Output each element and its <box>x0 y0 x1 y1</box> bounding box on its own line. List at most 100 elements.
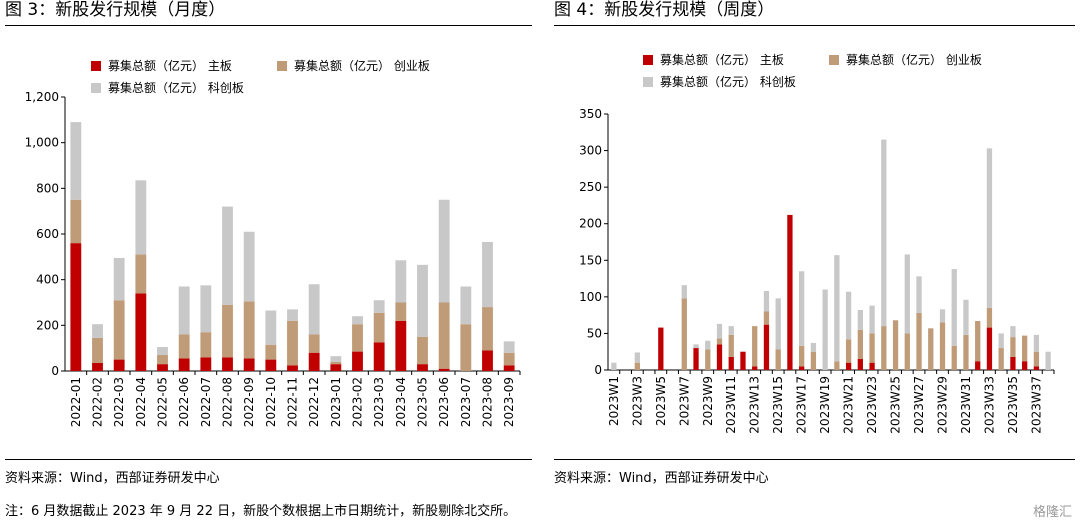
x-tick-label: 2022-09 <box>242 377 256 427</box>
x-tick-label: 2023W5 <box>654 376 668 426</box>
bar-segment <box>716 344 723 370</box>
bar-segment <box>857 359 863 370</box>
bar-segment <box>857 329 863 360</box>
legend-label: 募集总额（亿元） 主板 <box>660 52 784 67</box>
x-tick-label: 2023W19 <box>818 376 832 434</box>
bar-segment <box>963 299 969 335</box>
bar-segment <box>265 359 277 371</box>
bar-segment <box>916 276 922 313</box>
bar-segment <box>799 366 805 370</box>
bar-segment <box>681 298 687 370</box>
bar-segment <box>287 320 298 366</box>
x-tick-label: 2023-03 <box>372 377 386 427</box>
bar-segment <box>395 260 407 303</box>
bar-segment <box>939 322 946 370</box>
bar-segment <box>417 264 428 337</box>
x-tick-label: 2023W27 <box>912 376 926 434</box>
bar-segment <box>904 333 910 370</box>
bar-segment <box>373 300 385 313</box>
bar-segment <box>113 257 125 301</box>
bar-segment <box>881 139 887 327</box>
left-source: 资料来源：Wind，西部证券研发中心 <box>5 471 220 486</box>
bar-segment <box>834 255 840 362</box>
x-tick-label: 2022-11 <box>286 377 300 427</box>
bar-segment <box>705 340 711 350</box>
bar-segment <box>799 271 805 346</box>
x-tick-label: 2023W11 <box>724 376 738 434</box>
bar-segment <box>740 351 746 370</box>
bar-segment <box>178 286 190 335</box>
x-tick-label: 2022-01 <box>69 377 83 427</box>
bar-segment <box>845 339 852 363</box>
x-tick-label: 2023W35 <box>1006 376 1020 434</box>
bar-segment <box>881 326 887 370</box>
x-tick-label: 2023W17 <box>795 376 809 434</box>
bar-segment <box>70 199 82 244</box>
footnote: 注：6 月数据截止 2023 年 9 月 22 日，新股个数根据上市日期统计，新… <box>5 504 517 519</box>
bar-segment <box>1022 335 1028 362</box>
bar-segment <box>135 254 147 294</box>
x-tick-label: 2023W3 <box>630 376 644 426</box>
bar-segment <box>503 365 515 371</box>
bar-segment <box>135 293 147 371</box>
bar-segment <box>1033 351 1040 367</box>
bar-segment <box>752 366 758 370</box>
bar-segment <box>892 320 899 370</box>
bar-segment <box>810 342 817 352</box>
bar-segment <box>200 285 212 333</box>
bar-segment <box>308 352 320 371</box>
bar-segment <box>810 351 817 370</box>
x-tick-label: 2023W25 <box>889 376 903 434</box>
y-tick-label: 250 <box>579 180 602 194</box>
y-tick-label: 200 <box>36 318 59 332</box>
x-tick-label: 2023-04 <box>394 377 408 427</box>
bar-segment <box>330 356 342 362</box>
bar-segment <box>92 324 103 338</box>
bar-segment <box>200 357 212 371</box>
bar-segment <box>681 285 687 299</box>
bar-segment <box>113 359 125 371</box>
bar-segment <box>611 362 617 370</box>
x-tick-label: 2022-07 <box>199 377 213 427</box>
bar-segment <box>975 320 981 362</box>
bar-segment <box>998 333 1004 349</box>
legend-swatch <box>643 77 653 87</box>
watermark-logo: 格隆汇 <box>1032 505 1072 520</box>
bar-segment <box>845 291 852 340</box>
bar-segment <box>869 362 875 370</box>
bar-segment <box>373 312 385 343</box>
x-tick-label: 2023W23 <box>865 376 879 434</box>
bar-segment <box>998 348 1004 370</box>
legend-label: 募集总额（亿元） 科创板 <box>108 80 244 95</box>
bar-segment <box>265 310 277 345</box>
bar-segment <box>503 341 515 353</box>
y-tick-label: 1,000 <box>25 136 59 150</box>
bar-segment <box>113 300 125 360</box>
bar-segment <box>799 345 805 367</box>
bar-segment <box>728 356 734 370</box>
bar-segment <box>1010 337 1016 357</box>
bar-segment <box>70 122 82 200</box>
bar-segment <box>975 361 981 370</box>
legend-swatch <box>91 83 101 93</box>
bar-segment <box>1022 361 1028 370</box>
legend-swatch <box>829 55 839 65</box>
bar-segment <box>716 338 723 345</box>
bar-segment <box>308 284 320 335</box>
bar-segment <box>693 344 699 349</box>
legend-label: 募集总额（亿元） 主板 <box>108 58 232 73</box>
bar-segment <box>395 302 407 321</box>
bar-segment <box>178 334 190 359</box>
bar-segment <box>482 350 493 371</box>
legend-swatch <box>277 61 287 71</box>
legend-label: 募集总额（亿元） 科创板 <box>660 74 796 89</box>
y-tick-label: 200 <box>579 217 602 231</box>
bar-segment <box>222 357 233 371</box>
bar-segment <box>222 206 233 305</box>
legend-label: 募集总额（亿元） 创业板 <box>294 58 430 73</box>
bar-segment <box>243 231 255 302</box>
bar-segment <box>705 349 711 370</box>
bar-segment <box>482 241 493 308</box>
bar-segment <box>330 364 342 371</box>
